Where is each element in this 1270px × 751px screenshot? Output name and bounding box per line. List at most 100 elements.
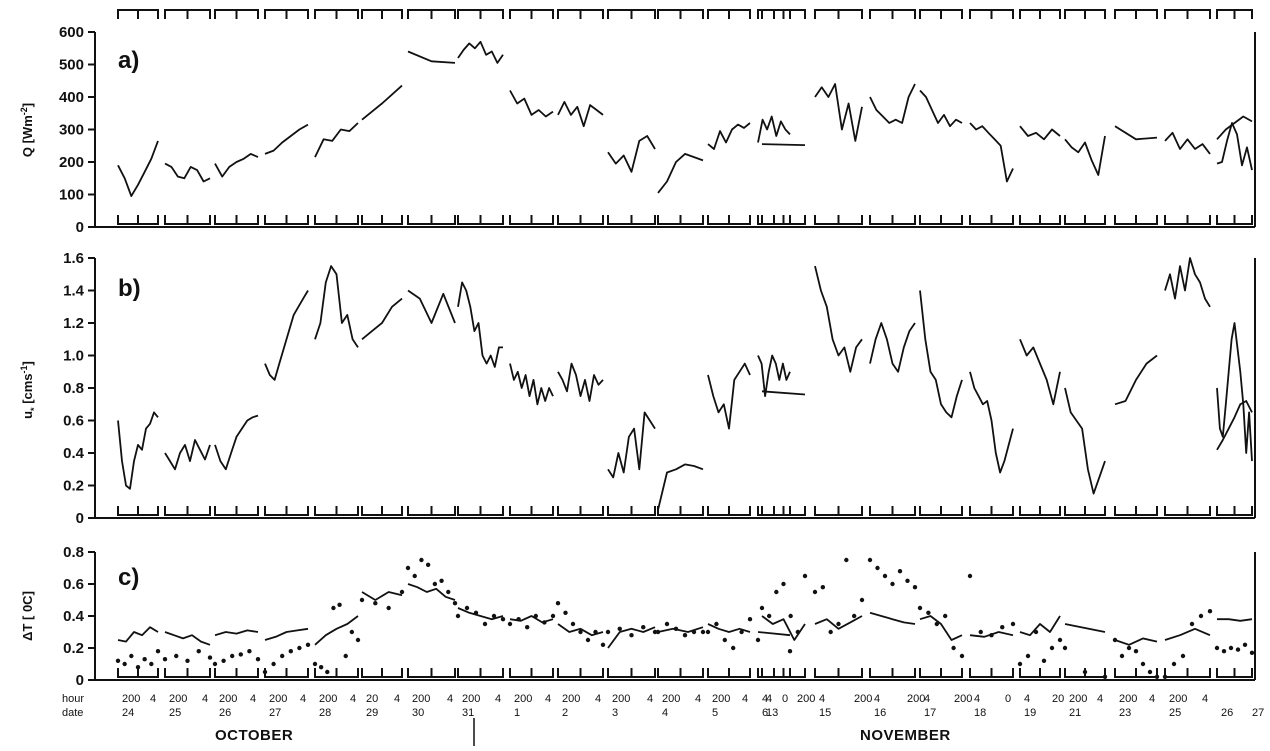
panel-b-trace-segment — [1216, 400, 1253, 451]
panel-c-trace-segment — [1019, 615, 1061, 637]
panel-a-trace-segment — [361, 84, 403, 121]
panel-a-top-day-bracket — [214, 9, 259, 19]
hour-row-label: hour — [62, 693, 84, 705]
panel-c-data-dot — [802, 573, 808, 579]
panel-c-data-dot — [828, 629, 833, 635]
panel-c-data-dot — [705, 629, 711, 635]
panel-c-data-dot — [1228, 645, 1234, 651]
hour-tick-labels: 200 4 200 4 200 4 200 4 200 4 20 4 200 4 200 4 200 4 200 4 2… — [122, 693, 1208, 705]
panel-c-data-dot — [836, 621, 841, 627]
panel-c-data-dot — [325, 669, 330, 675]
panel-a-top-day-bracket — [814, 9, 863, 19]
panel-c-data-dot — [419, 557, 424, 563]
panel-a-trace-segment — [1164, 131, 1211, 155]
panel-c: c) ΔT [ 0C] 0 0.2 0.4 0.6 0.8 — [20, 544, 1256, 689]
panel-c-data-dot — [897, 569, 903, 574]
hour-tick-label: 200 — [1169, 693, 1187, 705]
panel-c-data-dot — [766, 613, 772, 619]
panel-c-data-dot — [905, 578, 910, 583]
panel-a-trace-segment — [1019, 125, 1061, 141]
panel-a-trace-segment — [1064, 135, 1106, 176]
hour-tick-label: 4 — [1202, 693, 1208, 705]
panel-a-day-bracket — [164, 215, 211, 225]
panel-a-day-bracket — [314, 215, 359, 225]
date-tick-label: 26 — [1221, 707, 1233, 719]
panel-c-data-dot — [875, 565, 880, 571]
panel-a-top-day-bracket — [919, 9, 963, 19]
panel-c-trace-segment — [117, 626, 159, 643]
panel-a-top-day-bracket — [314, 9, 359, 19]
panel-c-data-dot — [1033, 629, 1039, 635]
panel-c-data-dot — [500, 617, 506, 622]
panel-b-day-bracket — [1114, 506, 1158, 516]
panel-b-axis — [94, 258, 1255, 519]
panel-c-data-dot — [1235, 647, 1241, 652]
panel-b-trace-segment — [407, 289, 456, 324]
panel-c-day-bracket — [264, 668, 309, 678]
panel-a-day-bracket — [969, 215, 1014, 225]
date-tick-label: 17 — [924, 707, 936, 719]
panel-a-day-bracket — [557, 215, 604, 225]
panel-c-data-dot — [655, 629, 661, 635]
panel-a-ytick-label: 500 — [59, 57, 84, 74]
panel-c-data-dot — [212, 661, 218, 667]
panel-c-trace-segment — [1064, 623, 1106, 633]
panel-b-trace-segment — [164, 439, 211, 471]
date-tick-label: 27 — [269, 707, 281, 719]
panel-b-ytick-label: 1.2 — [63, 315, 84, 332]
panel-c-data-dot — [851, 613, 857, 619]
panel-b-day-bracket — [509, 506, 554, 516]
hour-tick-label: 20 — [1052, 693, 1064, 705]
panel-a-top-day-bracket — [707, 9, 751, 19]
panel-c-data-dot — [617, 626, 622, 631]
date-tick-label: 4 — [662, 707, 668, 719]
panel-c-data-dot — [1010, 621, 1016, 627]
panel-c-data-dot — [1025, 653, 1031, 659]
panel-c-data-dot — [1221, 649, 1227, 654]
panel-c-trace-segment — [707, 623, 751, 633]
panel-b-trace-segment — [314, 265, 359, 348]
panel-b-trace-segment — [457, 281, 503, 368]
panel-b-ytick-label: 0.2 — [63, 478, 84, 495]
panel-a-top-day-bracket — [1019, 9, 1061, 19]
panel-c-data-dot — [482, 621, 488, 627]
panel-c-data-dot — [386, 605, 391, 611]
panel-b-trace-segment — [919, 290, 963, 419]
panel-a-day-bracket — [117, 215, 159, 225]
panel-c-data-dot — [439, 578, 444, 583]
panel-b-bottom-ticks — [117, 506, 1253, 516]
panel-c-day-bracket — [407, 668, 456, 678]
date-tick-label: 5 — [712, 707, 718, 719]
panel-c-data-dot — [1112, 637, 1118, 643]
hour-tick-label: 200 — [712, 693, 730, 705]
date-row-label: date — [62, 707, 83, 719]
panel-c-data-dot — [373, 601, 378, 606]
panel-b-tag: b) — [118, 275, 141, 302]
panel-c-data-dot — [967, 573, 973, 579]
hour-tick-label: 4 — [595, 693, 601, 705]
hour-tick-label: 200 — [1069, 693, 1087, 705]
panel-c-data-dot — [280, 653, 285, 659]
panel-c-data-dot — [129, 653, 134, 659]
panel-a-top-day-bracket — [361, 9, 403, 19]
panel-b-ytick-label: 0.4 — [63, 445, 85, 462]
panel-c-trace-segment — [869, 611, 916, 625]
panel-c-data-dot — [1198, 613, 1204, 619]
panel-c-day-bracket — [1216, 668, 1253, 678]
panel-a-axis — [94, 32, 1255, 228]
panel-b-trace-segment — [757, 354, 791, 398]
panel-c-data-dot — [297, 645, 302, 651]
panel-c-data-dot — [959, 653, 965, 659]
panel-c-data-dot — [432, 581, 438, 587]
panel-b-ytick-label: 1.6 — [63, 250, 84, 267]
panel-b-day-bracket — [919, 506, 963, 516]
panel-b-ytick-label: 0.6 — [63, 413, 84, 430]
hour-tick-label: 200 — [662, 693, 680, 705]
panel-c-ytick-label: 0.8 — [63, 544, 84, 561]
panel-a-traces — [117, 40, 1253, 198]
date-tick-label: 21 — [1069, 707, 1081, 719]
panel-a-day-bracket — [264, 215, 309, 225]
panel-a-day-bracket — [657, 215, 704, 225]
panel-c-day-bracket — [214, 668, 259, 678]
panel-a-top-day-bracket — [164, 9, 211, 19]
